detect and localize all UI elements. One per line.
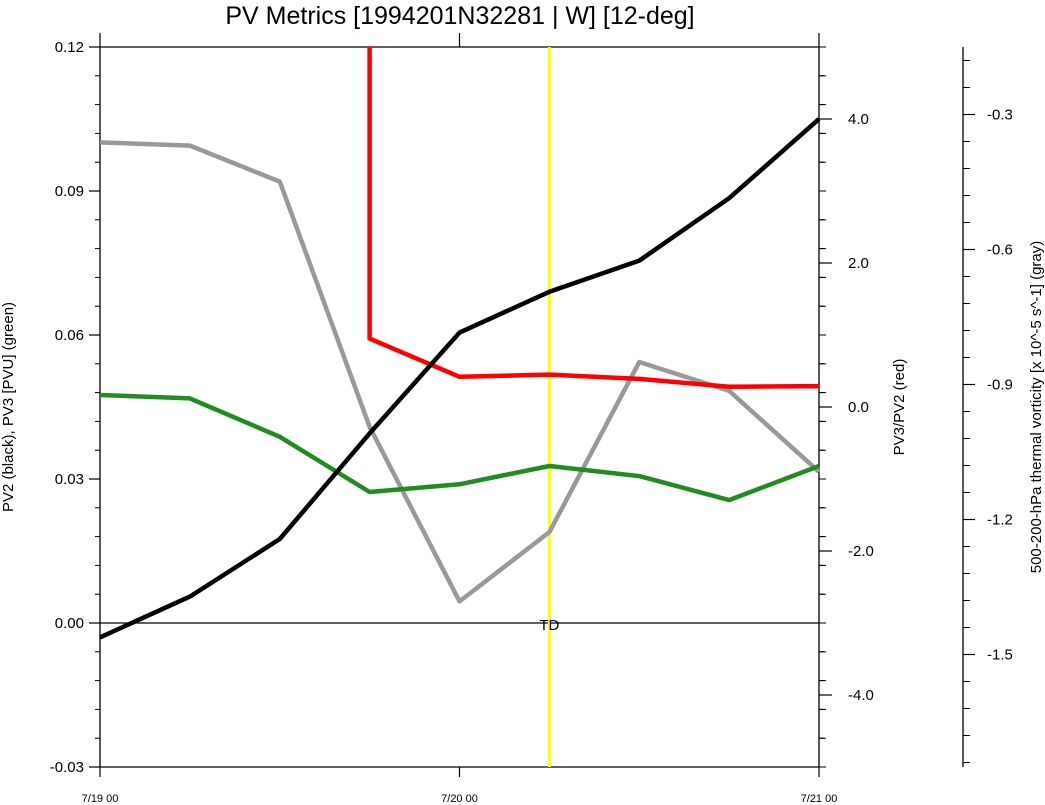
vorticity-tick-label: -0.6 bbox=[987, 242, 1013, 259]
left-tick-label: 0.06 bbox=[55, 327, 84, 344]
series-line bbox=[99, 392, 820, 503]
x-tick-label: 7/21 00 bbox=[801, 793, 838, 805]
vorticity-tick-label: -1.2 bbox=[987, 512, 1013, 529]
right-axis-ratio: -4.0 -2.0 0.0 2.0 4.0 bbox=[819, 46, 874, 768]
left-axis: -0.03 0.00 0.03 0.06 0.09 0.12 bbox=[50, 39, 824, 776]
chart-title: PV Metrics [1994201N32281 | W] [12-deg] bbox=[225, 2, 694, 30]
ratio-tick-label: 0.0 bbox=[848, 399, 869, 416]
right-axis-vorticity: -1.5 -1.2 -0.9 -0.6 -0.3 bbox=[962, 47, 1013, 767]
ratio-tick-label: 4.0 bbox=[848, 111, 869, 128]
vorticity-tick-label: -0.9 bbox=[987, 377, 1013, 394]
vorticity-axis-title: 500-200-hPa thermal vorticity [x 10^-5 s… bbox=[1028, 241, 1045, 574]
vorticity-tick-label: -1.5 bbox=[987, 647, 1013, 664]
x-tick-label: 7/19 00 bbox=[82, 793, 119, 805]
series-line bbox=[99, 140, 821, 604]
ratio-axis-title: PV3/PV2 (red) bbox=[891, 359, 908, 456]
x-tick-label: 7/20 00 bbox=[441, 793, 478, 805]
x-axis: 7/19 00 7/20 00 7/21 00 bbox=[82, 33, 838, 805]
series-line bbox=[367, 47, 820, 390]
ratio-tick-label: 2.0 bbox=[848, 255, 869, 272]
series-line bbox=[99, 117, 821, 640]
ratio-tick-label: -2.0 bbox=[848, 543, 874, 560]
ratio-tick-label: -4.0 bbox=[848, 687, 874, 704]
left-tick-label: 0.03 bbox=[55, 471, 84, 488]
vorticity-tick-label: -0.3 bbox=[987, 107, 1013, 124]
series-layer: TD bbox=[99, 47, 821, 767]
left-tick-label: 0.09 bbox=[55, 183, 84, 200]
td-annotation: TD bbox=[539, 617, 559, 634]
left-axis-title: PV2 (black), PV3 [PVU] (green) bbox=[0, 302, 17, 512]
left-tick-label: 0.00 bbox=[55, 615, 84, 632]
left-tick-label: 0.12 bbox=[55, 39, 84, 56]
left-tick-label: -0.03 bbox=[50, 759, 84, 776]
